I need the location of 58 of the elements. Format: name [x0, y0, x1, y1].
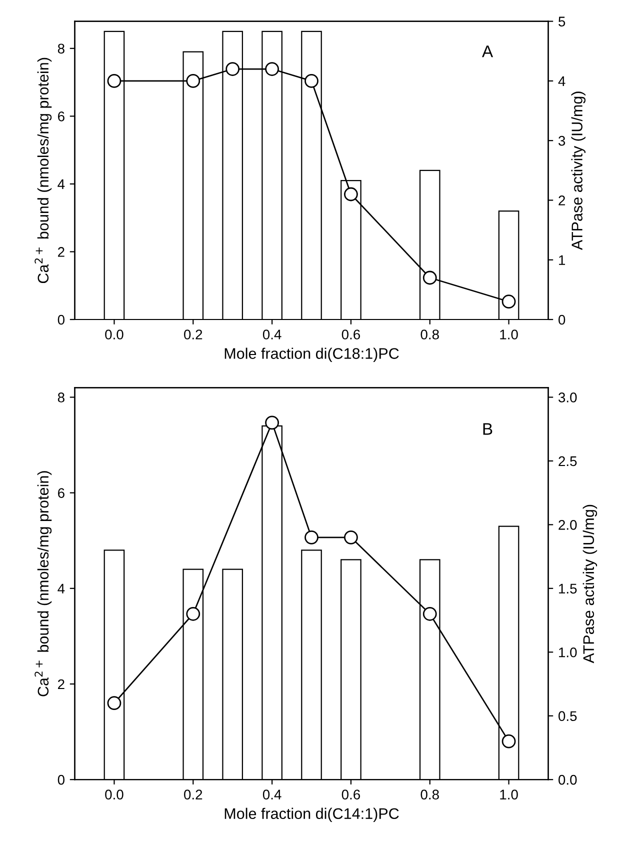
- y2-tick-label: 2.0: [558, 520, 577, 530]
- y-axis-title: Ca$^{2+}$ bound (nmoles/mg protein): [34, 471, 52, 696]
- x-tick-label: 1.0: [500, 330, 518, 340]
- x-tick-label: 0.6: [342, 790, 360, 800]
- point: [502, 294, 516, 309]
- point: [107, 74, 122, 88]
- annotation: A: [482, 46, 494, 58]
- y2-tick-label: 2.5: [558, 456, 577, 466]
- x-axis-title: Mole fraction di(C18:1)PC: [224, 348, 399, 362]
- point: [304, 530, 318, 544]
- y2-tick-label: 1.0: [559, 647, 577, 658]
- y2-tick-label: 0: [558, 314, 566, 325]
- y2-axis-title: ATPase activity (IU/mg): [571, 92, 586, 250]
- y-tick-label: 4: [58, 179, 65, 189]
- point: [107, 696, 122, 710]
- x-tick-label: 0.0: [105, 790, 124, 800]
- y-tick-label: 6: [58, 112, 64, 122]
- x-tick-label: 1.0: [500, 790, 518, 800]
- point: [265, 62, 279, 76]
- x-tick-label: 0.4: [262, 330, 282, 340]
- point: [186, 74, 200, 88]
- x-tick-label: 0.0: [105, 330, 124, 340]
- y-tick-label: 2: [58, 247, 64, 257]
- y2-tick-label: 0.0: [558, 774, 577, 785]
- y2-tick-label: 3.0: [558, 392, 577, 402]
- x-tick-label: 0.6: [342, 330, 360, 340]
- point: [265, 416, 279, 430]
- point: [304, 74, 318, 88]
- point: [422, 270, 437, 285]
- point: [502, 734, 516, 748]
- y2-tick-label: 3: [558, 136, 566, 146]
- x-tick-label: 0.4: [262, 790, 282, 800]
- point: [422, 606, 437, 621]
- x-tick-label: 0.2: [184, 330, 202, 340]
- x-tick-label: 0.8: [420, 790, 439, 800]
- y2-tick-label: 1: [559, 255, 566, 265]
- y2-axis-title: ATPase activity (IU/mg): [582, 504, 598, 664]
- y2-tick-label: 2: [558, 196, 565, 206]
- x-tick-label: 0.8: [420, 330, 439, 340]
- point: [186, 606, 200, 621]
- y-tick-label: 0: [58, 774, 64, 785]
- y2-tick-label: 5: [558, 16, 566, 26]
- y2-tick-label: 0.5: [558, 711, 577, 722]
- x-tick-label: 0.2: [184, 790, 202, 800]
- y-tick-label: 4: [58, 584, 65, 594]
- y-tick-label: 2: [58, 679, 64, 690]
- y-axis-title: Ca$^{2+}$ bound (nmoles/mg protein): [34, 58, 52, 284]
- y2-tick-label: 1.5: [559, 584, 577, 594]
- point: [344, 187, 358, 202]
- point: [226, 62, 240, 76]
- y-tick-label: 0: [58, 314, 64, 325]
- y2-tick-label: 4: [558, 76, 566, 86]
- y-tick-label: 6: [58, 488, 64, 498]
- point: [344, 530, 358, 544]
- y-tick-label: 8: [58, 392, 64, 402]
- annotation: B: [483, 423, 492, 435]
- y-tick-label: 8: [58, 44, 64, 54]
- x-axis-title: Mole fraction di(C14:1)PC: [224, 808, 399, 822]
